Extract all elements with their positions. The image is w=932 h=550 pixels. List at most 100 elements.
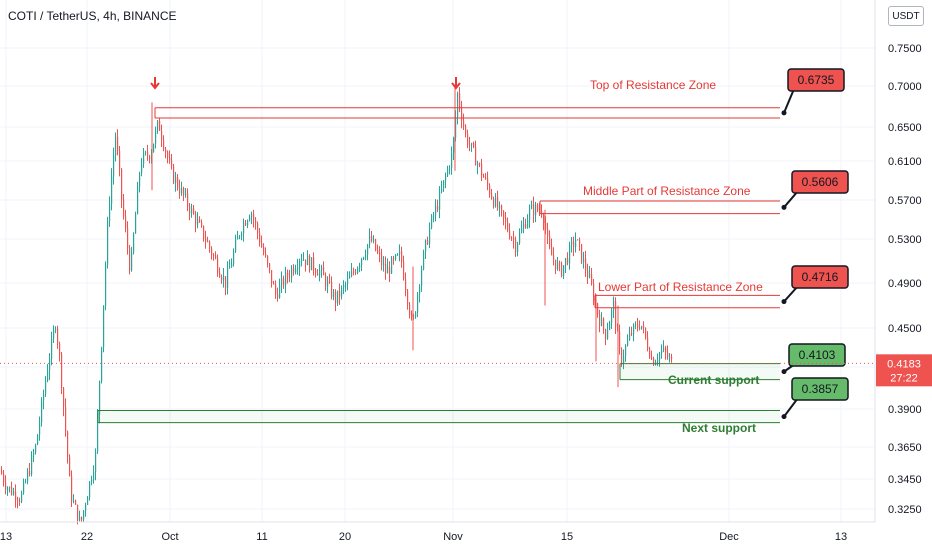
candle-body (191, 208, 193, 214)
candle-body (667, 352, 669, 358)
level-tag-value: 0.3857 (802, 382, 839, 396)
tag-anchor (781, 299, 787, 305)
y-tick-label: 0.5700 (888, 195, 922, 207)
candle-body (47, 370, 49, 381)
candle-body (547, 229, 549, 237)
candle-body (119, 150, 121, 169)
chart-title: COTI / TetherUS, 4h, BINANCE (8, 9, 177, 23)
candle-body (165, 148, 167, 153)
candle-body (577, 239, 579, 241)
candle-body (115, 136, 117, 156)
candle-body (231, 263, 233, 268)
candle-body (59, 343, 61, 355)
candle-body (549, 236, 551, 248)
candle-body (519, 232, 521, 244)
candle-body (305, 259, 307, 266)
candle-body (665, 347, 667, 353)
candle-body (419, 286, 421, 295)
candle-body (509, 230, 511, 238)
candle-body (615, 301, 617, 327)
candle-body (569, 244, 571, 264)
y-tick-label: 0.6500 (888, 122, 922, 134)
candle-body (517, 243, 519, 253)
candle-body (279, 285, 281, 299)
candle-body (591, 274, 593, 284)
candle-body (589, 274, 591, 278)
y-tick-label: 0.6100 (888, 156, 922, 168)
candle-body (597, 303, 599, 315)
candle-body (53, 330, 55, 339)
candle-body (391, 258, 393, 274)
candle-body (103, 305, 105, 348)
candle-body (389, 266, 391, 274)
level-tag-value: 0.6735 (798, 73, 835, 87)
candle-body (297, 267, 299, 270)
candle-body (307, 255, 309, 266)
candle-body (277, 294, 279, 299)
candle-body (1, 471, 3, 474)
candle-body (403, 261, 405, 280)
candle-body (181, 187, 183, 194)
candle-body (477, 163, 479, 166)
candle-body (629, 332, 631, 340)
candle-body (97, 414, 99, 452)
price-axis[interactable]: 0.32500.34500.36500.39000.41500.45000.49… (888, 43, 922, 516)
candle-body (473, 143, 475, 148)
candle-body (603, 318, 605, 330)
candle-body (351, 271, 353, 277)
candle-body (341, 287, 343, 297)
candle-body (581, 244, 583, 263)
candle-body (81, 516, 83, 520)
level-tag (791, 170, 849, 194)
candle-body (497, 196, 499, 209)
candle-body (401, 251, 403, 262)
candle-body (443, 180, 445, 189)
candle-body (149, 156, 151, 160)
candle-body (583, 258, 585, 263)
candle-body (67, 431, 69, 457)
candle-body (451, 152, 453, 168)
candle-body (199, 219, 201, 223)
candle-body (471, 143, 473, 145)
candle-body (157, 120, 159, 131)
currency-button[interactable]: USDT (888, 6, 924, 26)
candle-body (57, 328, 59, 344)
candle-body (55, 328, 57, 331)
y-tick-label: 0.4900 (888, 278, 922, 290)
candle-body (235, 239, 237, 252)
candle-body (669, 357, 671, 359)
candle-body (323, 267, 325, 276)
level-tag-value: 0.5606 (802, 175, 839, 189)
candle-body (275, 284, 277, 295)
candle-body (643, 325, 645, 328)
candle-body (211, 248, 213, 256)
candle-body (571, 241, 573, 245)
candle-body (133, 233, 135, 253)
candle-body (159, 120, 161, 131)
candle-body (613, 301, 615, 311)
candle-body (371, 236, 373, 242)
candle-body (125, 216, 127, 229)
candle-body (131, 252, 133, 271)
candle-body (35, 444, 37, 453)
candle-body (299, 260, 301, 268)
candle-body (439, 191, 441, 210)
candle-body (287, 272, 289, 277)
candle-body (113, 155, 115, 177)
candle-body (653, 357, 655, 366)
candle-body (123, 199, 125, 217)
candle-body (409, 304, 411, 315)
candle-body (605, 329, 607, 339)
candle-body (385, 263, 387, 274)
candle-body (169, 157, 171, 161)
time-axis[interactable]: 13 22 Oct 11 20 Nov 15 Dec 13 (0, 531, 847, 543)
candle-body (375, 239, 377, 251)
tag-anchor (781, 110, 787, 116)
candle-body (339, 290, 341, 297)
candle-body (283, 278, 285, 286)
candle-body (397, 254, 399, 256)
candle-body (353, 271, 355, 273)
y-tick-label: 0.4500 (888, 323, 922, 335)
candle-body (361, 258, 363, 266)
